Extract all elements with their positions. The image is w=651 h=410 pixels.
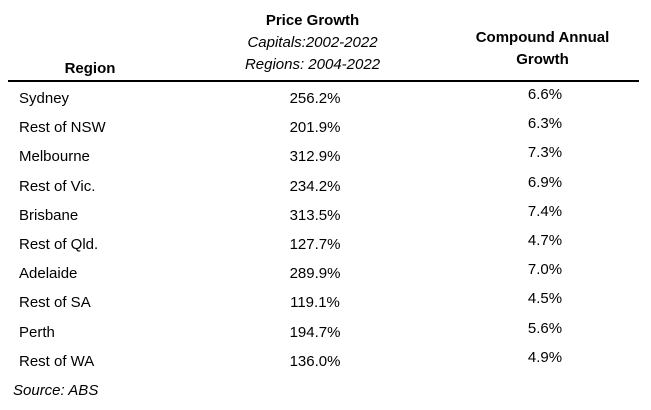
cell-region: Rest of Vic. <box>19 177 96 195</box>
cell-cagr: 7.0% <box>527 261 563 279</box>
header-price-growth-title: Price Growth <box>265 12 360 29</box>
cell-price-growth: 312.9% <box>289 148 341 166</box>
cell-cagr: 6.6% <box>527 86 563 103</box>
cell-price-growth: 194.7% <box>289 323 341 341</box>
cell-cagr: 5.6% <box>527 319 563 337</box>
table-row: Rest of WA 136.0% 4.9% <box>0 349 651 378</box>
cell-price-growth: 313.5% <box>289 206 341 224</box>
cell-region: Rest of SA <box>19 294 91 312</box>
table-row: Rest of Vic. 234.2% 6.9% <box>0 174 651 203</box>
header-price-growth-sub2: Regions: 2004-2022 <box>244 56 381 73</box>
header-cagr-line1: Compound Annual <box>475 29 610 46</box>
table-body: Sydney 256.2% 6.6% Rest of NSW 201.9% 6.… <box>0 86 651 378</box>
cell-region: Rest of NSW <box>19 119 106 137</box>
cell-region: Rest of WA <box>19 352 95 370</box>
header-cagr: Compound Annual Growth <box>455 27 630 71</box>
source-note: Source: ABS <box>13 382 99 399</box>
table-row: Adelaide 289.9% 7.0% <box>0 261 651 290</box>
header-region: Region <box>64 60 116 77</box>
table-row: Rest of Qld. 127.7% 4.7% <box>0 232 651 261</box>
header-price-growth-sub1: Capitals:2002-2022 <box>247 34 378 51</box>
cell-price-growth: 256.2% <box>289 90 341 107</box>
table-row: Perth 194.7% 5.6% <box>0 320 651 349</box>
cell-cagr: 4.5% <box>527 290 563 308</box>
header-price-growth: Price Growth Capitals:2002-2022 Regions:… <box>205 10 420 76</box>
cell-region: Brisbane <box>19 206 79 224</box>
table-row: Sydney 256.2% 6.6% <box>0 86 651 115</box>
cell-cagr: 6.9% <box>527 173 563 191</box>
cell-price-growth: 234.2% <box>289 177 341 195</box>
cell-cagr: 4.9% <box>527 348 563 366</box>
cell-price-growth: 119.1% <box>290 294 340 312</box>
cell-cagr: 4.7% <box>527 231 563 249</box>
table-row: Rest of NSW 201.9% 6.3% <box>0 115 651 144</box>
cell-cagr: 6.3% <box>527 115 563 133</box>
cell-region: Adelaide <box>19 265 78 283</box>
table-row: Rest of SA 119.1% 4.5% <box>0 290 651 319</box>
cell-price-growth: 201.9% <box>289 119 341 137</box>
table-row: Brisbane 313.5% 7.4% <box>0 203 651 232</box>
cell-cagr: 7.4% <box>527 202 563 220</box>
cell-price-growth: 127.7% <box>289 235 341 253</box>
cell-cagr: 7.3% <box>527 144 563 162</box>
cell-region: Melbourne <box>19 148 90 166</box>
cell-region: Perth <box>19 323 55 341</box>
cell-region: Rest of Qld. <box>19 235 99 253</box>
header-divider <box>8 80 639 82</box>
cell-price-growth: 136.0% <box>289 352 341 370</box>
cell-price-growth: 289.9% <box>289 265 341 283</box>
header-cagr-line2: Growth <box>516 51 569 68</box>
cell-region: Sydney <box>19 90 70 107</box>
table-row: Melbourne 312.9% 7.3% <box>0 144 651 173</box>
